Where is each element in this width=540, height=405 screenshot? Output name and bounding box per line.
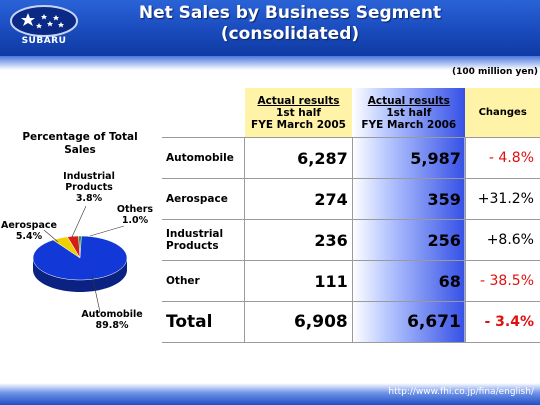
header-fye2006: Actual results 1st half FYE March 2006 (352, 88, 466, 138)
pie-slice-automobile (32, 235, 128, 281)
pie-label-others-name: Others (116, 204, 154, 215)
table-row: Automobile 6,287 5,987 - 4.8% (162, 137, 540, 179)
footer-url[interactable]: http://www.fhi.co.jp/fina/english/ (388, 387, 534, 397)
cell-fye2005: 6,908 (244, 301, 353, 343)
pie-label-aerospace-name: Aerospace (1, 220, 57, 231)
pie-label-automobile: Automobile 89.8% (70, 309, 154, 331)
cell-fye2006: 68 (351, 260, 466, 302)
pie-side-automobile (33, 257, 127, 292)
pie-label-others: Others 1.0% (112, 204, 158, 226)
pie-leader-line (89, 225, 125, 237)
cell-change: +8.6% (464, 219, 540, 261)
subaru-logo-icon (10, 5, 78, 37)
footer-bar (0, 383, 540, 405)
page-title: Net Sales by Business Segment (consolida… (110, 3, 470, 45)
header-fade (0, 56, 540, 70)
row-label: Aerospace (162, 178, 245, 220)
pie-label-industrial-products: Industrial Products 3.8% (54, 171, 124, 204)
table-row: Industrial Products 236 256 +8.6% (162, 219, 540, 261)
row-label: Other (162, 260, 245, 302)
pie-label-others-value: 1.0% (121, 215, 149, 226)
cell-change: - 3.4% (464, 301, 540, 343)
pie-leader-line (43, 229, 59, 243)
header-fye2005-line1: Actual results (257, 94, 340, 107)
cell-fye2006: 5,987 (351, 137, 466, 179)
row-label: Total (162, 301, 245, 343)
cell-fye2006: 6,671 (351, 301, 466, 343)
cell-change: - 38.5% (464, 260, 540, 302)
header-fye2006-line3: FYE March 2006 (361, 118, 457, 131)
title-line-2: (consolidated) (220, 24, 360, 44)
pie-leader-line (91, 274, 101, 313)
pie-label-aerospace-value: 5.4% (15, 231, 43, 242)
units-note: (100 million yen) (452, 67, 538, 77)
title-line-1: Net Sales by Business Segment (138, 3, 442, 23)
row-label: Automobile (162, 137, 245, 179)
cell-change: - 4.8% (464, 137, 540, 179)
header-fye2006-line2: 1st half (386, 106, 432, 119)
header-changes: Changes (465, 88, 540, 138)
pie-label-industrial-products-name: Industrial Products (63, 171, 115, 193)
pie-label-aerospace: Aerospace 5.4% (0, 220, 58, 242)
cell-fye2006: 256 (351, 219, 466, 261)
header-fye2005: Actual results 1st half FYE March 2005 (244, 88, 353, 138)
sales-table: Actual results 1st half FYE March 2005 A… (162, 88, 540, 343)
header-fye2005-line2: 1st half (276, 106, 321, 119)
table-row: Other 111 68 - 38.5% (162, 260, 540, 302)
pie-label-automobile-name: Automobile (81, 309, 143, 320)
cell-fye2006: 359 (351, 178, 466, 220)
table-row-total: Total 6,908 6,671 - 3.4% (162, 301, 540, 343)
header-fye2005-line3: FYE March 2005 (251, 118, 346, 131)
cell-fye2005: 274 (244, 178, 353, 220)
header-bar (0, 0, 540, 56)
pie-label-industrial-products-value: 3.8% (75, 193, 103, 204)
row-label: Industrial Products (162, 219, 245, 261)
cell-fye2005: 111 (244, 260, 353, 302)
header-blank-cell (162, 88, 245, 138)
pie-title: Percentage of Total Sales (22, 131, 138, 156)
pie-label-automobile-value: 89.8% (95, 320, 129, 331)
table-header-row: Actual results 1st half FYE March 2005 A… (162, 88, 540, 138)
table-row: Aerospace 274 359 +31.2% (162, 178, 540, 220)
cell-fye2005: 236 (244, 219, 353, 261)
header-fye2006-line1: Actual results (367, 94, 450, 107)
pie-leader-line (71, 205, 87, 238)
cell-fye2005: 6,287 (244, 137, 353, 179)
logo-text: SUBARU (21, 36, 67, 46)
cell-change: +31.2% (464, 178, 540, 220)
